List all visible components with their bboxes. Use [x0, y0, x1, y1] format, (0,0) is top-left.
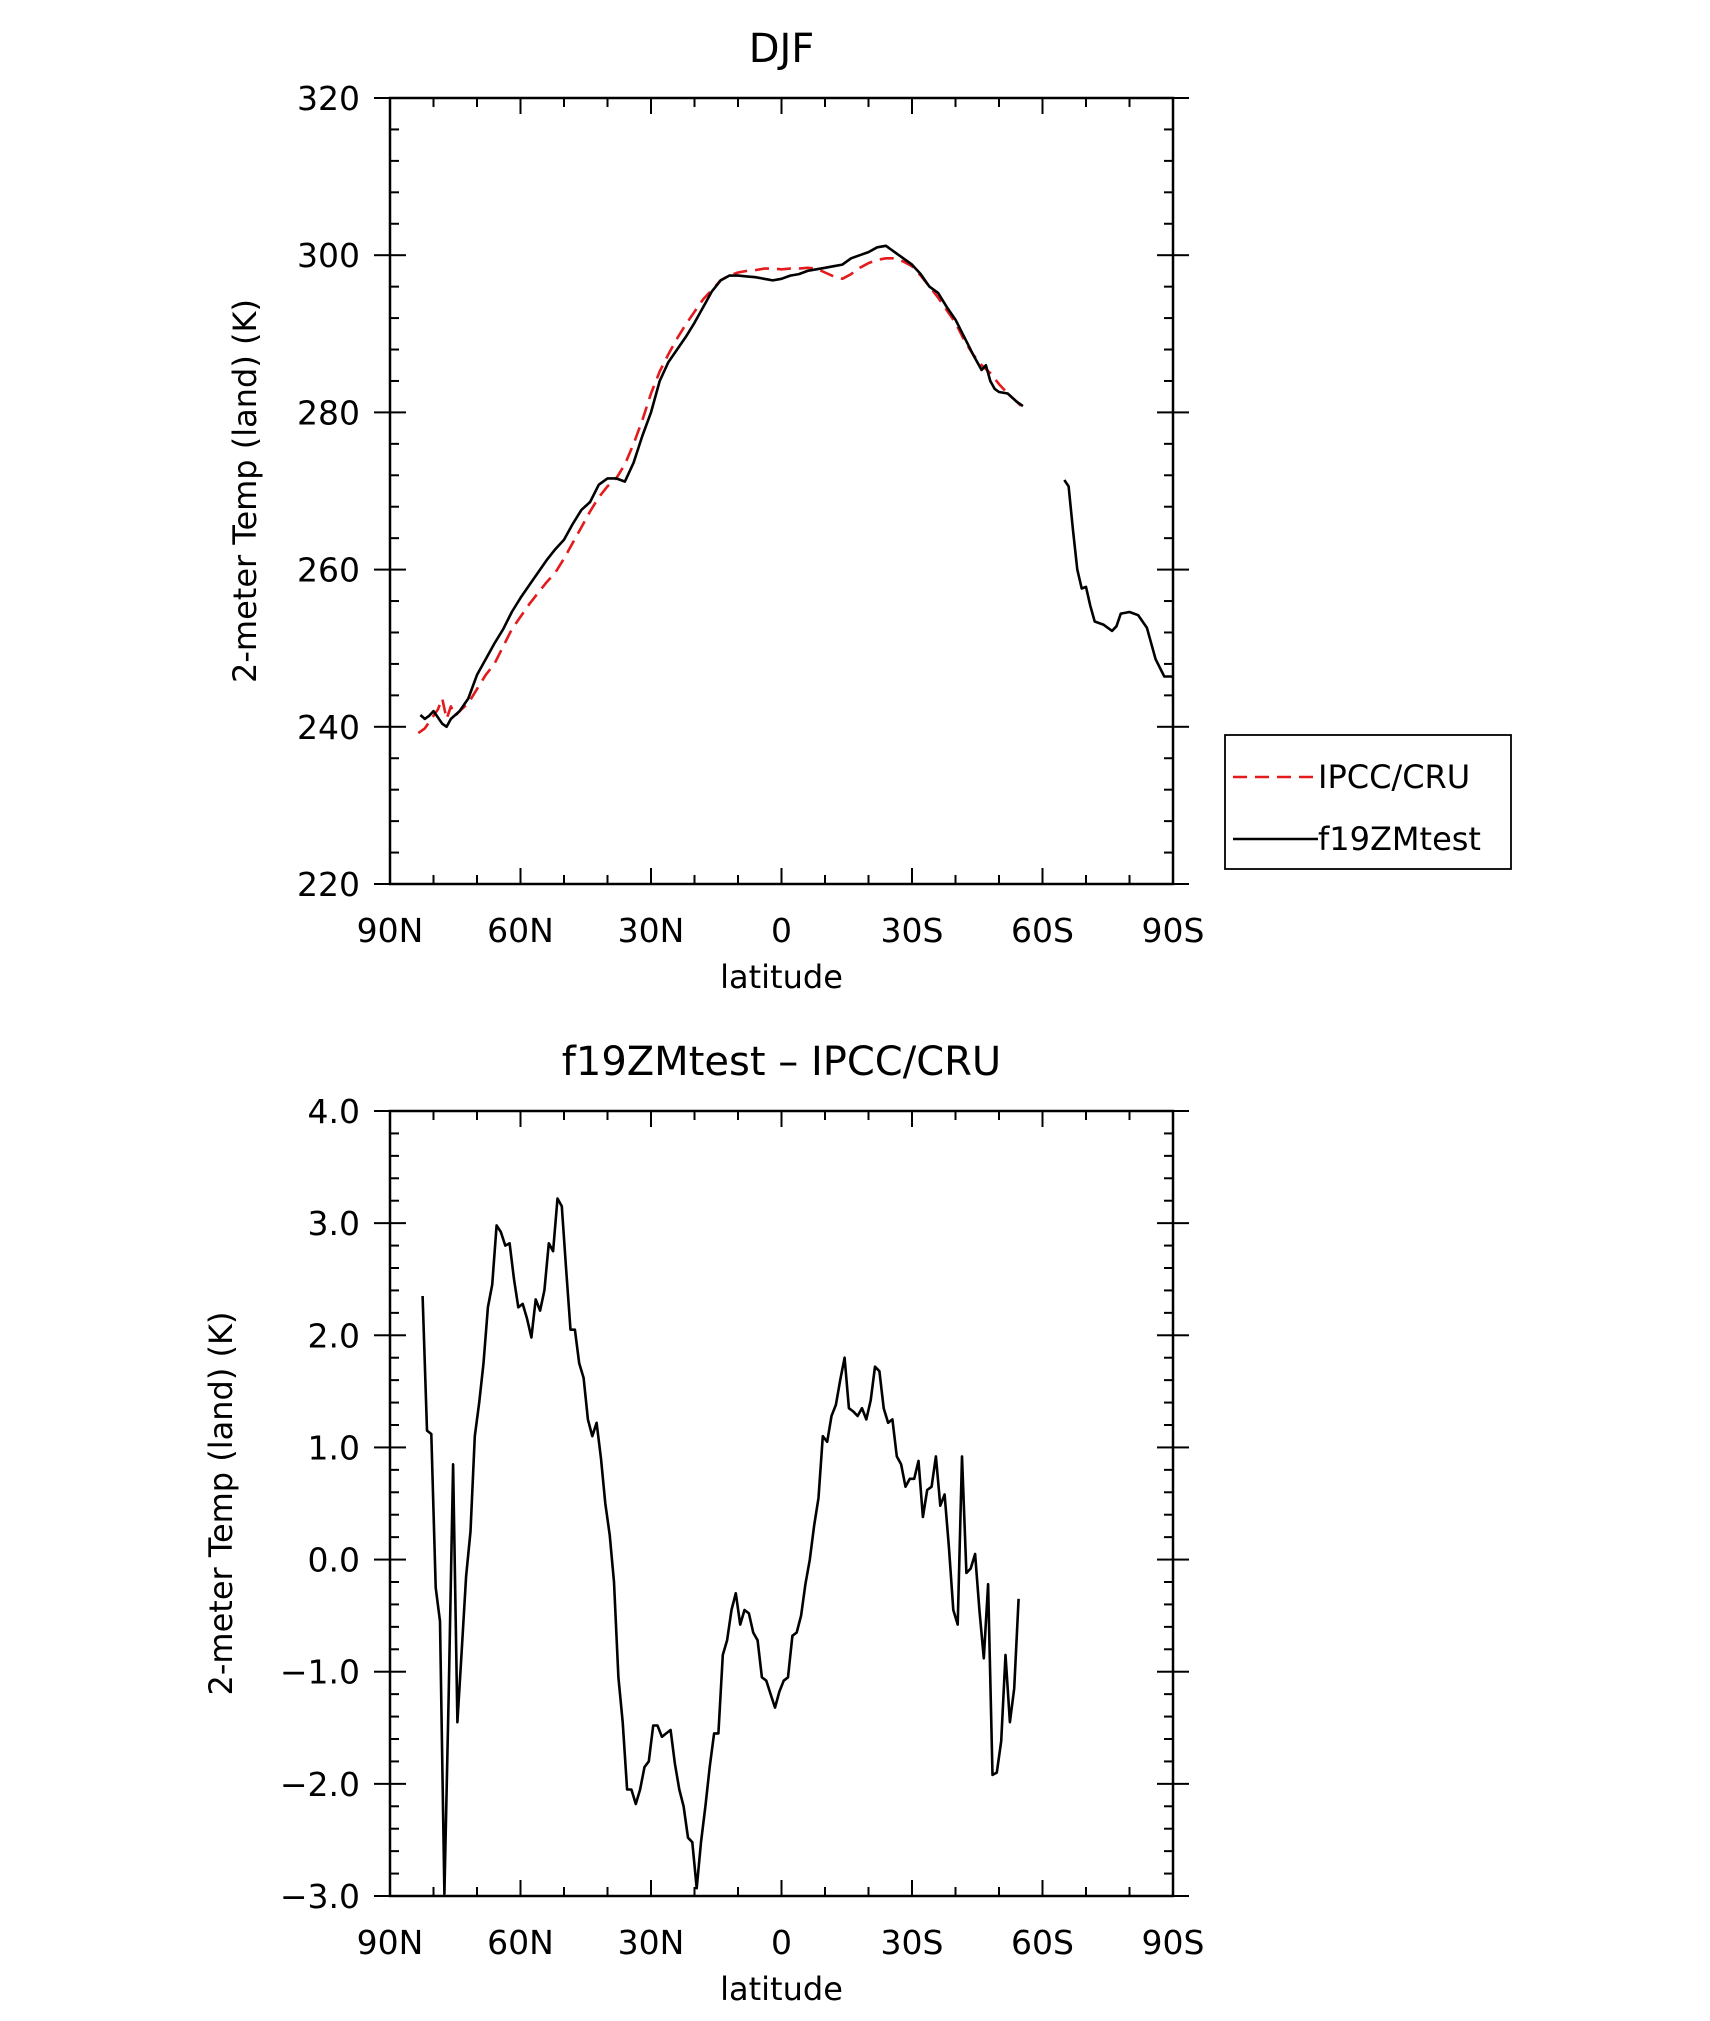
y-tick-label: −2.0: [280, 1765, 360, 1804]
y-tick-label: 3.0: [308, 1204, 360, 1243]
series-line-f19zmtest-2: [1063, 479, 1173, 678]
x-tick-label: 30S: [881, 911, 944, 950]
x-tick-label: 90S: [1142, 911, 1205, 950]
chart-panel-1: DJF 90N 60N 30N 0 30S 60S 90S 220 240 260 280 300 320…: [226, 26, 1512, 996]
chart-panel-2: f19ZMtest – IPCC/CRU 90N 60N 30N 0 30S 60S 90S −…: [202, 1039, 1204, 2008]
y-tick-label: 4.0: [308, 1092, 360, 1131]
y-tick-label: 0.0: [308, 1541, 360, 1580]
y-axis-label: 2-meter Temp (land) (K): [202, 1312, 240, 1696]
x-tick-label: 90N: [357, 1923, 424, 1962]
y-tick-label: 320: [297, 79, 360, 118]
x-tick-label: 60N: [487, 1923, 554, 1962]
x-tick-label: 60S: [1011, 911, 1074, 950]
y-tick-label: −1.0: [280, 1653, 360, 1692]
x-tick-label: 60N: [487, 911, 554, 950]
legend-label: f19ZMtest: [1318, 820, 1481, 858]
x-axis-label: latitude: [720, 958, 843, 996]
y-axis-label: 2-meter Temp (land) (K): [226, 299, 264, 683]
x-axis-label: latitude: [720, 1970, 843, 2008]
plot-frame: [388, 96, 1175, 886]
y-tick-label: −3.0: [280, 1877, 360, 1916]
x-tick-label: 30S: [881, 1923, 944, 1962]
chart-title: f19ZMtest – IPCC/CRU: [562, 1039, 1001, 1085]
series-line-ipcc-cru-1: [417, 256, 1024, 735]
x-tick-label: 0: [771, 911, 792, 950]
series-line-difference-1: [421, 1197, 1020, 1896]
y-tick-label: 280: [297, 393, 360, 432]
x-tick-label: 30N: [618, 1923, 685, 1962]
series-line-f19zmtest-1: [419, 244, 1024, 729]
y-tick-label: 260: [297, 551, 360, 590]
x-tick-label: 0: [771, 1923, 792, 1962]
y-tick-label: 240: [297, 708, 360, 747]
legend: IPCC/CRU f19ZMtest: [1224, 734, 1512, 870]
x-tick-label: 60S: [1011, 1923, 1074, 1962]
legend-box: [1224, 734, 1512, 870]
plot-frame: [388, 1109, 1175, 1898]
x-tick-label: 30N: [618, 911, 685, 950]
x-tick-label: 90S: [1142, 1923, 1205, 1962]
x-tick-label: 90N: [357, 911, 424, 950]
legend-label: IPCC/CRU: [1318, 758, 1470, 796]
y-tick-label: 2.0: [308, 1316, 360, 1355]
y-tick-label: 220: [297, 865, 360, 904]
y-tick-label: 1.0: [308, 1428, 360, 1467]
chart-title: DJF: [749, 26, 815, 72]
y-tick-label: 300: [297, 236, 360, 275]
